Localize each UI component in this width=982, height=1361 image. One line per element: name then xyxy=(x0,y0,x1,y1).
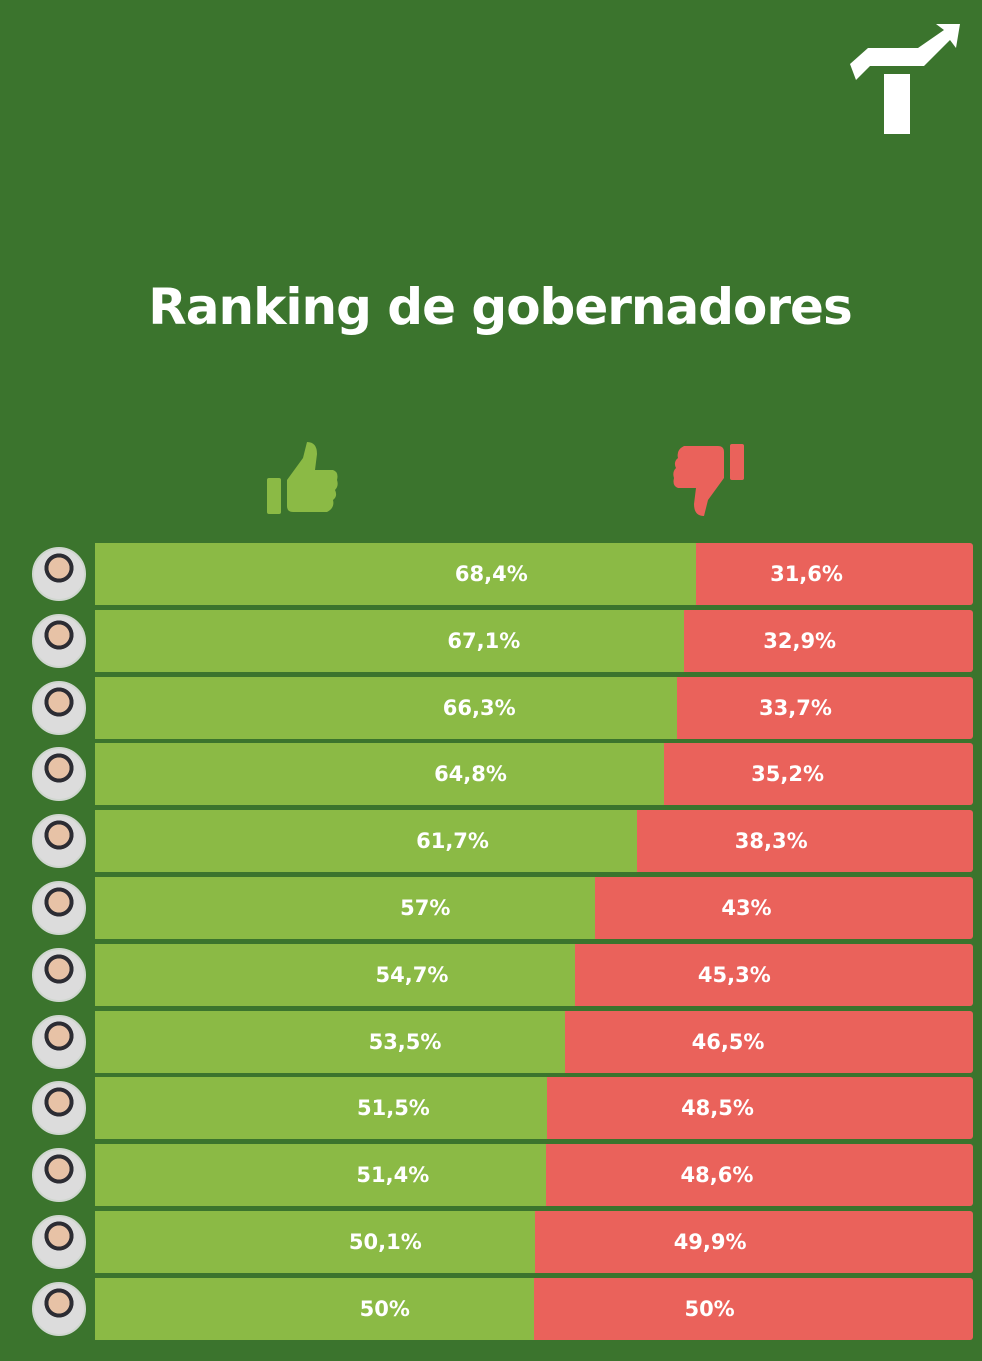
disapprove-bar xyxy=(695,543,973,605)
approve-bar xyxy=(95,1010,565,1073)
chart-row: 54,7% 45,3% xyxy=(0,943,982,1006)
approve-label: 67,1% xyxy=(447,628,521,653)
approve-bar xyxy=(95,743,664,806)
approve-label: 50% xyxy=(359,1296,410,1321)
disapprove-label: 45,3% xyxy=(697,962,771,987)
governor-avatar xyxy=(32,1081,86,1136)
approve-bar xyxy=(95,1144,547,1207)
disapprove-label: 50% xyxy=(684,1296,735,1321)
approve-label: 61,7% xyxy=(416,829,489,854)
approve-label: 51,5% xyxy=(356,1096,430,1121)
thumbs-down-icon xyxy=(673,444,744,516)
governor-avatar xyxy=(32,1215,86,1269)
approve-bar xyxy=(95,676,678,739)
disapprove-label: 35,2% xyxy=(751,762,824,787)
governor-avatar xyxy=(32,1014,86,1069)
approve-bar xyxy=(95,1277,534,1340)
approve-label: 54,7% xyxy=(375,962,449,987)
approve-label: 53,5% xyxy=(368,1029,442,1054)
disapprove-label: 33,7% xyxy=(759,695,832,720)
disapprove-bar xyxy=(534,1277,973,1340)
chart-row: 68,4% 31,6% xyxy=(0,543,982,605)
governor-avatar xyxy=(32,881,86,935)
governor-avatar xyxy=(32,613,86,668)
disapprove-bar xyxy=(547,1077,973,1140)
disapprove-label: 43% xyxy=(721,896,772,920)
logo-icon xyxy=(850,24,960,134)
disapprove-label: 48,5% xyxy=(681,1096,754,1121)
approve-bar xyxy=(95,543,696,605)
disapprove-label: 32,9% xyxy=(763,628,837,653)
thumbs-up-icon xyxy=(267,442,338,514)
disapprove-bar xyxy=(663,743,973,806)
chart-row: 50% 50% xyxy=(0,1277,982,1340)
approve-label: 50,1% xyxy=(348,1230,422,1254)
chart-row: 50,1% 49,9% xyxy=(0,1211,982,1273)
approve-bar xyxy=(95,1077,548,1140)
approve-bar xyxy=(95,1211,535,1273)
approve-label: 64,8% xyxy=(434,762,507,787)
approve-bar xyxy=(95,943,576,1006)
disapprove-label: 46,5% xyxy=(691,1029,765,1054)
disapprove-bar xyxy=(636,810,973,873)
governor-avatar xyxy=(32,1281,86,1336)
disapprove-bar xyxy=(677,676,973,739)
approve-label: 66,3% xyxy=(442,695,516,720)
disapprove-label: 38,3% xyxy=(734,829,808,854)
chart-row: 61,7% 38,3% xyxy=(0,810,982,873)
governor-avatar xyxy=(32,747,86,802)
disapprove-label: 31,6% xyxy=(770,562,843,586)
approve-label: 51,4% xyxy=(356,1163,430,1188)
chart-row: 53,5% 46,5% xyxy=(0,1010,982,1073)
chart-row: 51,5% 48,5% xyxy=(0,1077,982,1140)
approve-label: 57% xyxy=(400,896,451,920)
disapprove-label: 49,9% xyxy=(673,1230,747,1254)
chart-row: 57% 43% xyxy=(0,877,982,939)
disapprove-bar xyxy=(575,943,973,1006)
governor-avatar xyxy=(32,947,86,1002)
chart-row: 51,4% 48,6% xyxy=(0,1144,982,1207)
disapprove-bar xyxy=(564,1010,973,1073)
approve-bar xyxy=(95,810,637,873)
approve-bar xyxy=(95,609,685,672)
approve-label: 68,4% xyxy=(454,562,528,586)
approve-bar xyxy=(95,877,596,939)
chart-title: Ranking de gobernadores xyxy=(148,278,852,336)
governor-avatar xyxy=(32,814,86,869)
disapprove-bar xyxy=(595,877,973,939)
governor-avatar xyxy=(32,547,86,601)
disapprove-label: 48,6% xyxy=(680,1163,754,1188)
disapprove-bar xyxy=(546,1144,973,1207)
governor-avatar xyxy=(32,680,86,735)
governor-avatar xyxy=(32,1148,86,1203)
disapprove-bar xyxy=(534,1211,973,1273)
chart-row: 66,3% 33,7% xyxy=(0,676,982,739)
chart-row: 67,1% 32,9% xyxy=(0,609,982,672)
disapprove-bar xyxy=(684,609,973,672)
chart-row: 64,8% 35,2% xyxy=(0,743,982,806)
